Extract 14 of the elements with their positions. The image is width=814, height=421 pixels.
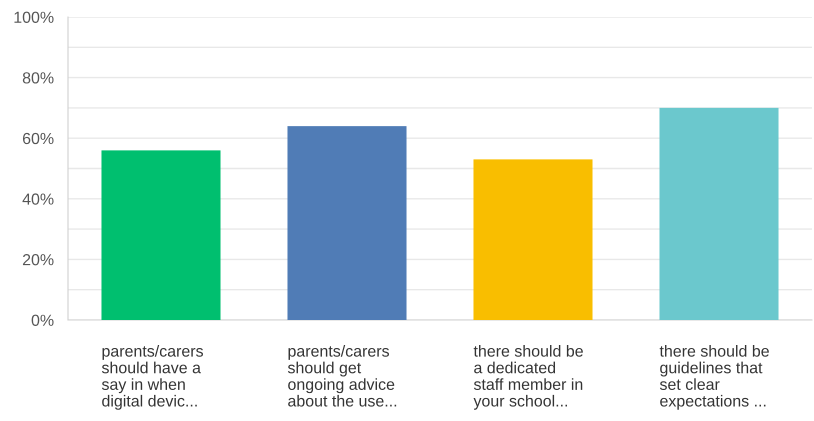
x-tick-label: parents/carers should have a say in when digital devic... <box>102 345 203 410</box>
bar <box>659 108 779 320</box>
x-tick-label: there should be guidelines that set clear expectations ... <box>660 345 769 410</box>
y-tick-label: 40% <box>22 193 54 205</box>
y-tick-label: 20% <box>22 254 54 266</box>
y-tick-label: 0% <box>32 314 54 326</box>
y-tick-label: 60% <box>22 132 54 144</box>
x-tick-label: parents/carers should get ongoing advice about the use... <box>288 345 396 407</box>
bar <box>287 126 407 320</box>
y-tick-label: 100% <box>14 12 54 23</box>
y-tick-label: 80% <box>22 72 54 84</box>
bar <box>473 159 593 320</box>
x-tick-label: there should be a dedicated staff member in your school... <box>474 345 583 410</box>
bar <box>101 150 221 320</box>
